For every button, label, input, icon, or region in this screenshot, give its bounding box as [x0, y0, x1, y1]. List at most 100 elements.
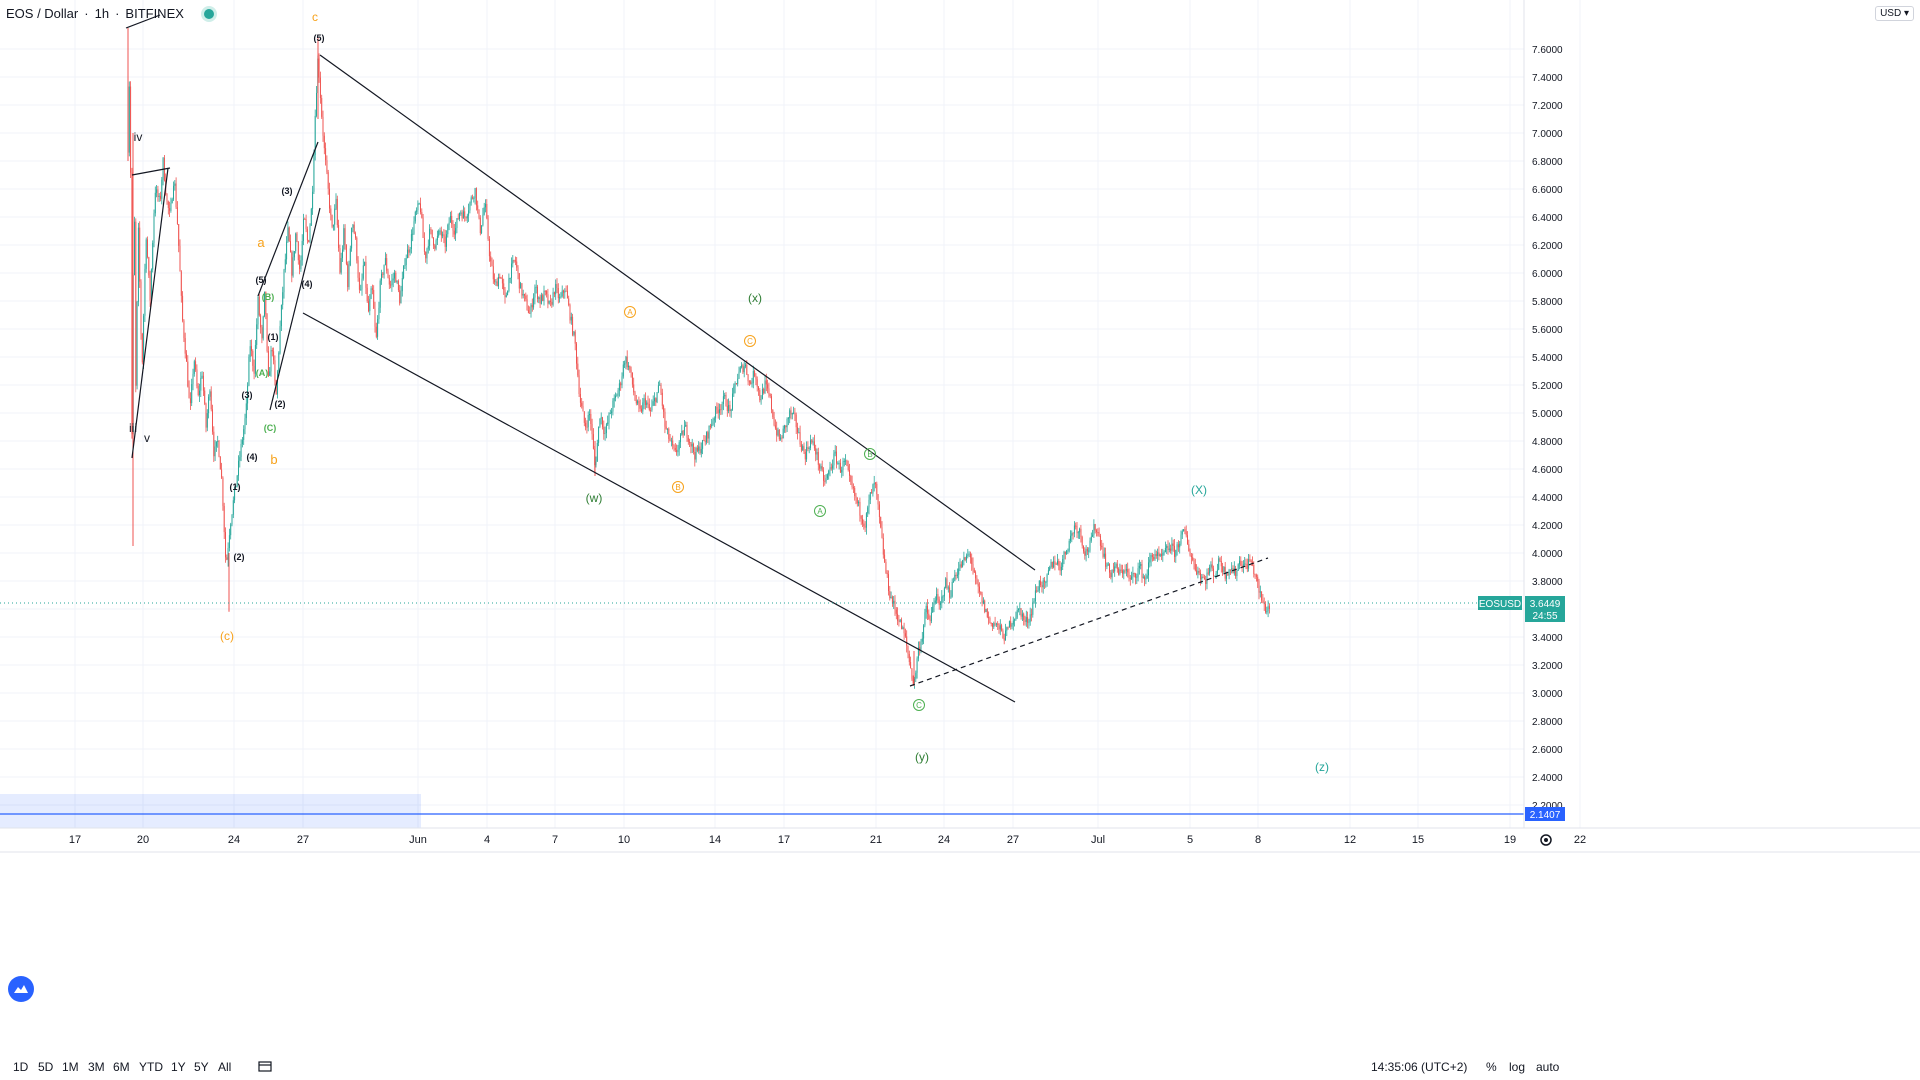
candle-body [1218, 558, 1220, 570]
candle-body [568, 298, 570, 306]
price-axis[interactable]: 7.6000 7.4000 7.2000 7.0000 6.8000 6.6000 6.40… [1532, 45, 1563, 812]
y-tick-label: 2.6000 [1532, 745, 1563, 756]
candle-body [485, 203, 486, 208]
candle-body [1067, 550, 1069, 552]
candle-body [508, 278, 510, 292]
candle-body [750, 381, 752, 384]
wave-label: (y) [915, 750, 929, 764]
candle-body [282, 292, 284, 305]
range-all[interactable]: All [218, 1060, 232, 1074]
candle-body [772, 409, 774, 418]
candle-body [937, 594, 939, 600]
candle-body [131, 172, 133, 435]
candle-body [1170, 548, 1172, 551]
candle-body [855, 496, 857, 498]
candle-body [618, 383, 620, 391]
candle-body [1019, 608, 1021, 610]
tradingview-logo-icon[interactable] [8, 976, 34, 1002]
candle-body [384, 258, 386, 265]
candle-body [408, 249, 410, 253]
candle-body [592, 434, 594, 449]
candle-body [417, 203, 419, 211]
candle-body [547, 294, 549, 304]
candle-body [448, 222, 450, 225]
log-toggle[interactable]: log [1509, 1060, 1526, 1074]
candle-body [596, 442, 598, 462]
interval[interactable]: 1h [94, 6, 110, 21]
range-5d[interactable]: 5D [38, 1060, 54, 1074]
candle-body [1071, 533, 1073, 536]
candle-body [878, 504, 880, 517]
candle-body [134, 221, 135, 276]
candle-body [950, 596, 952, 598]
price-tag-bg [1525, 596, 1565, 622]
candle-body [1124, 570, 1126, 572]
candle-body [936, 594, 938, 601]
candle-body [1063, 551, 1065, 560]
candle-body [175, 183, 177, 208]
range-1m[interactable]: 1M [62, 1060, 79, 1074]
candle-body [745, 364, 746, 367]
x-tick-label: 19 [1504, 834, 1516, 846]
percent-toggle[interactable]: % [1486, 1060, 1497, 1074]
candle-body [1259, 591, 1261, 593]
currency-button[interactable]: USD ▾ [1875, 6, 1914, 21]
candle-body [1268, 606, 1270, 609]
candle-body [500, 277, 502, 279]
candle-body [286, 241, 288, 260]
candle-body [504, 289, 506, 298]
candle-body [1018, 608, 1019, 611]
auto-toggle[interactable]: auto [1536, 1060, 1560, 1074]
candle-body [815, 448, 817, 455]
range-5y[interactable]: 5Y [194, 1060, 209, 1074]
candle-body [483, 207, 485, 215]
clock-time[interactable]: 14:35:06 (UTC+2) [1371, 1060, 1468, 1074]
candle-body [1151, 555, 1153, 558]
trendline [302, 312, 1016, 703]
candle-body [990, 622, 992, 624]
candle-body [381, 273, 382, 281]
price-tag-countdown: 24:55 [1532, 611, 1557, 622]
x-tick-label: 21 [870, 834, 882, 846]
candle-body [582, 406, 584, 412]
candle-body [581, 402, 583, 407]
range-1y[interactable]: 1Y [171, 1060, 186, 1074]
candle-body [563, 290, 564, 293]
candle-body [264, 291, 265, 317]
range-1d[interactable]: 1D [13, 1060, 29, 1074]
ticker-tag: EOSUSD [1479, 599, 1521, 610]
candle-body [889, 591, 891, 599]
candle-body [260, 315, 262, 328]
candle-body [234, 487, 236, 501]
candle-body [1174, 545, 1175, 557]
candle-body [161, 179, 163, 199]
candle-body [514, 260, 516, 262]
candle-body [910, 662, 912, 669]
wave-label: (5) [256, 275, 267, 285]
gear-icon[interactable] [1540, 834, 1552, 846]
range-6m[interactable]: 6M [113, 1060, 130, 1074]
candle-body [326, 160, 328, 173]
candle-body [943, 588, 945, 597]
candle-body [600, 417, 602, 419]
candle-body [1066, 550, 1068, 555]
candle-body [719, 409, 720, 414]
candle-body [128, 86, 130, 153]
time-axis[interactable]: 17 20 24 27 Jun 4 7 10 14 17 21 24 27 Jul 5 8 12 15 19 22 [69, 834, 1586, 846]
candle-body [898, 620, 900, 622]
candle-body [477, 205, 479, 210]
symbol-name[interactable]: EOS / Dollar [6, 6, 79, 21]
calendar-icon[interactable] [258, 1060, 272, 1075]
candle-body [273, 351, 275, 361]
candle-body [1090, 536, 1092, 541]
candle-body [370, 288, 372, 299]
circled-wave-label: A [814, 505, 826, 517]
candle-body [309, 225, 311, 242]
range-3m[interactable]: 3M [88, 1060, 105, 1074]
candle-body [145, 239, 147, 269]
candle-body [1033, 601, 1035, 603]
candle-body [499, 277, 501, 279]
wave-label: a [257, 235, 265, 250]
range-ytd[interactable]: YTD [139, 1060, 163, 1074]
